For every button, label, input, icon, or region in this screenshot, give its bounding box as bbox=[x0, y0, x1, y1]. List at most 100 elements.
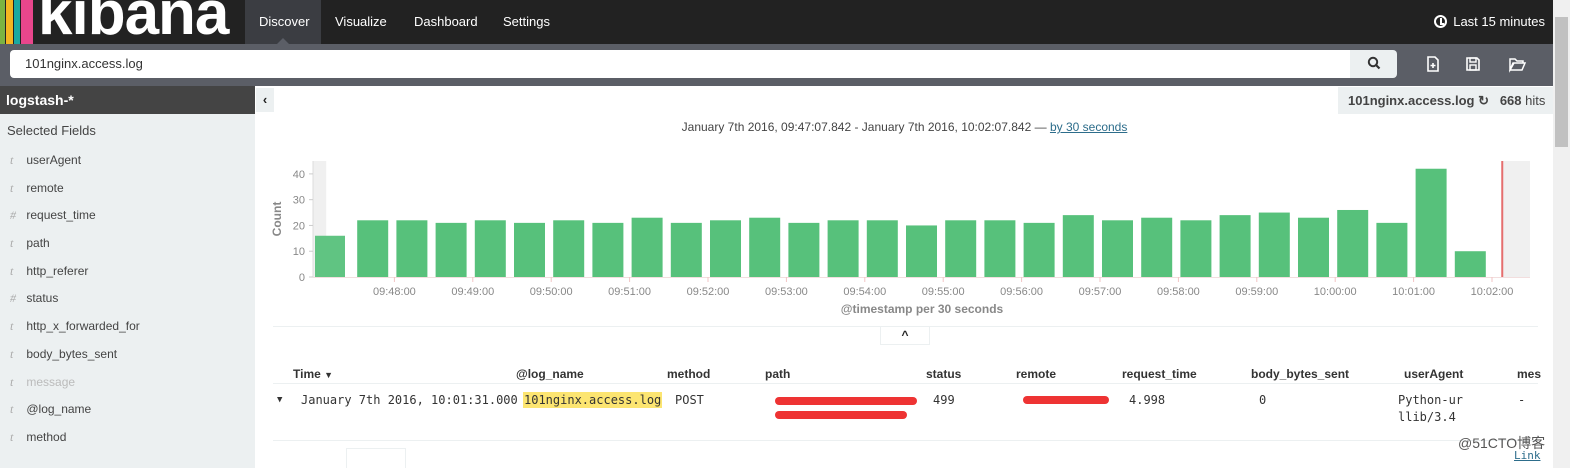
collapse-sidebar-button[interactable]: ‹ bbox=[256, 88, 274, 112]
x-tick-label: 09:57:00 bbox=[1079, 286, 1122, 298]
top-navbar: kibana Discover Visualize Dashboard Sett… bbox=[0, 0, 1553, 44]
refresh-icon[interactable]: ↻ bbox=[1478, 93, 1489, 108]
histogram-bar bbox=[435, 222, 467, 277]
histogram-bar bbox=[514, 222, 545, 277]
tab-dashboard[interactable]: Dashboard bbox=[414, 14, 478, 29]
col-log-name[interactable]: @log_name bbox=[516, 367, 584, 381]
save-icon[interactable] bbox=[1463, 54, 1483, 74]
histogram-bar bbox=[1337, 209, 1369, 277]
scrollbar[interactable] bbox=[1553, 0, 1570, 468]
y-tick-label: 30 bbox=[293, 195, 305, 207]
histogram-bar bbox=[357, 220, 389, 277]
redacted-path bbox=[775, 397, 917, 405]
field-remote[interactable]: t remote bbox=[0, 175, 255, 203]
search-input[interactable]: 101nginx.access.log bbox=[10, 50, 1350, 78]
histogram-bar bbox=[866, 220, 898, 277]
index-pattern[interactable]: logstash-* bbox=[0, 86, 255, 114]
histogram-bar bbox=[1023, 222, 1055, 277]
y-tick-label: 40 bbox=[293, 169, 305, 181]
interval-link[interactable]: by 30 seconds bbox=[1049, 120, 1128, 134]
col-useragent[interactable]: userAgent bbox=[1404, 367, 1464, 381]
field--log-name[interactable]: t @log_name bbox=[0, 396, 255, 424]
cell-status: 499 bbox=[933, 393, 955, 407]
histogram-bar bbox=[631, 217, 663, 277]
col-method[interactable]: method bbox=[667, 367, 711, 381]
field-name: request_time bbox=[26, 208, 96, 223]
x-tick-label: 09:58:00 bbox=[1157, 286, 1200, 298]
sort-desc-icon[interactable]: ▼ bbox=[324, 370, 334, 380]
field-name: path bbox=[26, 236, 50, 251]
field-message[interactable]: t message bbox=[0, 369, 255, 397]
x-tick-label: 09:52:00 bbox=[687, 286, 730, 298]
clock-icon bbox=[1434, 15, 1448, 28]
hits-label: hits bbox=[1525, 93, 1546, 108]
hits-summary: 101nginx.access.log ↻ 668 hits bbox=[1338, 87, 1553, 114]
y-tick-label: 20 bbox=[293, 220, 305, 232]
hits-count: 668 bbox=[1499, 93, 1522, 108]
histogram-bar bbox=[945, 220, 977, 277]
new-search-icon[interactable] bbox=[1423, 54, 1443, 74]
col-path[interactable]: path bbox=[765, 367, 791, 381]
col-remote[interactable]: remote bbox=[1016, 367, 1057, 381]
time-picker[interactable]: Last 15 minutes bbox=[1434, 0, 1545, 44]
link[interactable]: Link bbox=[1514, 449, 1541, 462]
field-type-icon: t bbox=[10, 346, 14, 361]
kibana-logo[interactable]: kibana bbox=[0, 0, 250, 44]
field-type-icon: t bbox=[10, 153, 14, 167]
field-body-bytes-sent[interactable]: t body_bytes_sent bbox=[0, 341, 255, 369]
histogram-bar bbox=[1454, 251, 1486, 277]
time-range: January 7th 2016, 09:47:07.842 - January… bbox=[0, 120, 1553, 134]
search-icon bbox=[1367, 56, 1380, 70]
field-type-icon: t bbox=[10, 429, 14, 444]
col-request-time[interactable]: request_time bbox=[1122, 367, 1197, 381]
x-tick-label: 09:49:00 bbox=[451, 286, 494, 298]
histogram-bar bbox=[749, 217, 781, 277]
histogram-bar bbox=[592, 222, 624, 277]
histogram-bar bbox=[1415, 168, 1447, 277]
field-type-icon: t bbox=[10, 402, 14, 417]
histogram-bar bbox=[906, 225, 937, 277]
hits-query: 101nginx.access.log bbox=[1348, 93, 1475, 108]
header-divider bbox=[273, 383, 1538, 384]
collapse-chart-button[interactable]: ^ bbox=[880, 327, 930, 345]
search-button[interactable] bbox=[1350, 50, 1397, 78]
col-time[interactable]: Time ▼ bbox=[293, 367, 334, 381]
tab-visualize[interactable]: Visualize bbox=[335, 14, 387, 29]
open-folder-icon[interactable] bbox=[1507, 54, 1527, 74]
histogram-bar bbox=[1062, 215, 1094, 277]
field-status[interactable]: # status bbox=[0, 285, 255, 313]
field-name: remote bbox=[26, 180, 64, 195]
field-request-time[interactable]: # request_time bbox=[0, 202, 255, 230]
x-tick-label: 09:56:00 bbox=[1000, 286, 1043, 298]
tab-settings[interactable]: Settings bbox=[503, 14, 550, 29]
field-useragent[interactable]: t userAgent bbox=[0, 147, 255, 175]
time-range-text: January 7th 2016, 09:47:07.842 - January… bbox=[681, 120, 1047, 134]
field-type-icon: t bbox=[10, 263, 14, 278]
tab-discover[interactable]: Discover bbox=[245, 0, 321, 44]
x-axis-label: @timestamp per 30 seconds bbox=[841, 302, 1004, 316]
histogram-chart[interactable]: 0 10 20 30 40 09:48:00 09:49:00 09:50:00 09:51:0… bbox=[0, 0, 1553, 330]
histogram-bar bbox=[474, 220, 506, 277]
field-path[interactable]: t path bbox=[0, 230, 255, 258]
field-method[interactable]: t method bbox=[0, 424, 255, 452]
field-http-x-forwarded-for[interactable]: t http_x_forwarded_for bbox=[0, 313, 255, 341]
histogram-bar bbox=[1219, 215, 1251, 277]
cell-body-bytes-sent: 0 bbox=[1259, 393, 1267, 407]
logo-text: kibana bbox=[38, 0, 229, 44]
x-tick-label: 10:02:00 bbox=[1471, 286, 1514, 298]
col-body-bytes-sent[interactable]: body_bytes_sent bbox=[1251, 367, 1350, 381]
histogram-bar bbox=[1376, 222, 1408, 277]
expand-row-icon[interactable]: ▼ bbox=[277, 395, 283, 405]
scrollbar-thumb[interactable] bbox=[1555, 17, 1568, 147]
x-tick-label: 09:55:00 bbox=[922, 286, 965, 298]
y-tick-label: 10 bbox=[293, 246, 305, 258]
histogram-bar bbox=[984, 220, 1016, 277]
col-status[interactable]: status bbox=[926, 367, 962, 381]
x-tick-label: 09:50:00 bbox=[530, 286, 573, 298]
x-tick-label: 09:51:00 bbox=[608, 286, 651, 298]
field-http-referer[interactable]: t http_referer bbox=[0, 258, 255, 286]
col-message[interactable]: mes bbox=[1517, 367, 1541, 381]
field-type-icon: t bbox=[10, 236, 14, 251]
pager[interactable] bbox=[346, 448, 406, 468]
watermark: @51CTO博客 bbox=[1458, 435, 1546, 451]
